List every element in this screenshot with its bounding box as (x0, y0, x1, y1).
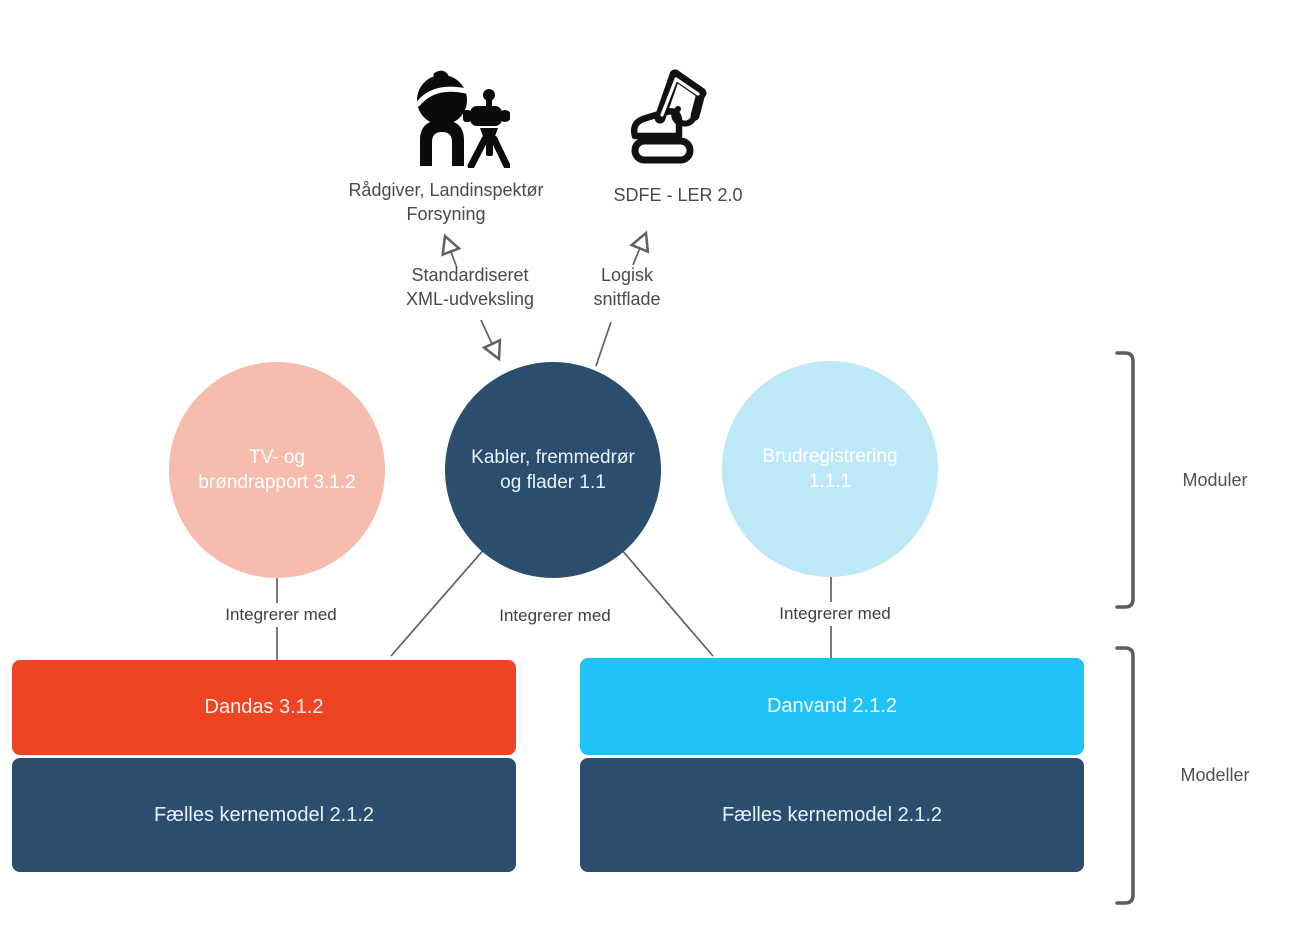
connector-logisk-to-module (595, 321, 612, 367)
model-box-dandas: Dandas 3.1.2 (12, 660, 516, 755)
connector-xml-to-module (480, 319, 502, 362)
integration-label-left: Integrerer med (197, 603, 365, 627)
module-circle-tv-broendrapport: TV- og brøndrapport 3.1.2 (169, 362, 385, 578)
model-box-danvand: Danvand 2.1.2 (580, 658, 1084, 755)
integration-label-middle: Integrerer med (471, 604, 639, 628)
surveyor-icon (406, 66, 511, 170)
modeller-bracket (1115, 646, 1135, 905)
integration-label-right: Integrerer med (751, 602, 919, 626)
actor-label-sdfe-ler: SDFE - LER 2.0 (613, 185, 743, 205)
connector-xml-to-actor (441, 233, 462, 269)
connector-logisk-to-actor (629, 230, 650, 266)
actor-label-raadgiver: Rådgiver, Landinspektør Forsyning (348, 180, 544, 225)
model-box-faelles-kernemodel-left: Fælles kernemodel 2.1.2 (12, 758, 516, 872)
group-label-modeller: Modeller (1180, 765, 1250, 785)
excavator-icon (622, 62, 718, 164)
module-circle-brudregistrering: Brudregistrering 1.1.1 (722, 361, 938, 577)
module-circle-kabler-fremmedroer: Kabler, fremmedrør og flader 1.1 (445, 362, 661, 578)
interface-label-logisk-snitflade: Logisk snitflade (593, 265, 661, 310)
group-label-moduler: Moduler (1182, 470, 1248, 490)
interface-label-xml-udveksling: Standardiseret XML-udveksling (405, 265, 535, 310)
moduler-bracket (1115, 351, 1135, 609)
model-box-faelles-kernemodel-right: Fælles kernemodel 2.1.2 (580, 758, 1084, 872)
